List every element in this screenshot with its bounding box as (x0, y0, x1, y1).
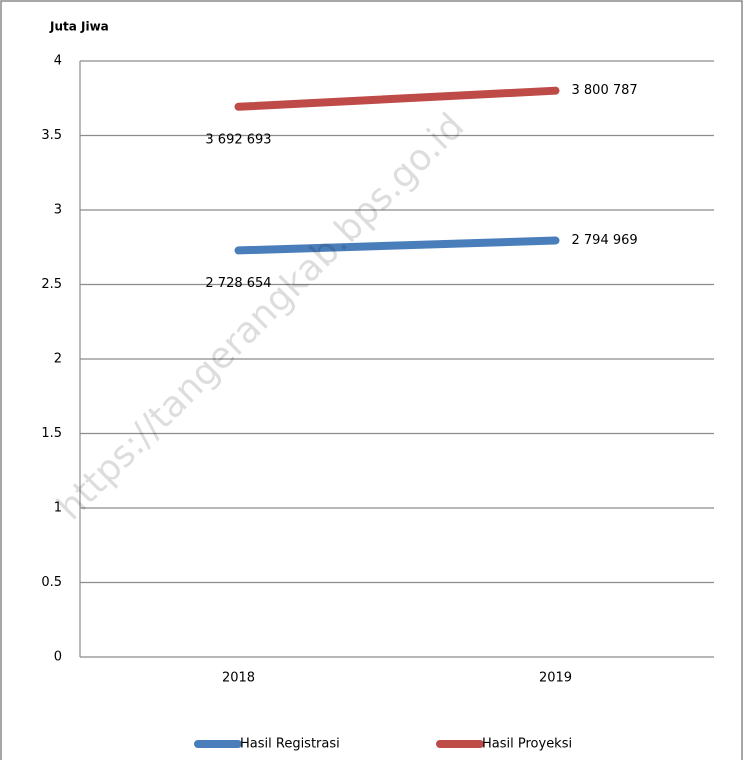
y-tick-label: 2.5 (41, 277, 62, 292)
y-tick-label: 3.5 (41, 128, 62, 143)
data-label: 2 794 969 (572, 233, 638, 248)
y-tick-label: 3 (54, 203, 62, 218)
legend-label: Hasil Proyeksi (482, 737, 572, 752)
watermark: https://tangerangkab.bps.go.id (50, 106, 473, 529)
y-tick-label: 0 (54, 650, 62, 665)
y-axis-label: Juta Jiwa (49, 20, 109, 34)
series-line (234, 86, 560, 111)
x-tick-label: 2018 (222, 671, 255, 686)
y-tick-label: 1.5 (41, 426, 62, 441)
data-label: 3 692 693 (205, 132, 271, 147)
y-tick-label: 4 (54, 54, 62, 69)
data-label: 2 728 654 (205, 276, 271, 291)
y-tick-label: 2 (54, 352, 62, 367)
y-tick-label: 1 (54, 501, 62, 516)
series-line (234, 236, 560, 255)
x-tick-label: 2019 (539, 671, 572, 686)
y-tick-label: 0.5 (41, 575, 62, 590)
legend-label: Hasil Registrasi (240, 737, 340, 752)
data-label: 3 800 787 (572, 83, 638, 98)
